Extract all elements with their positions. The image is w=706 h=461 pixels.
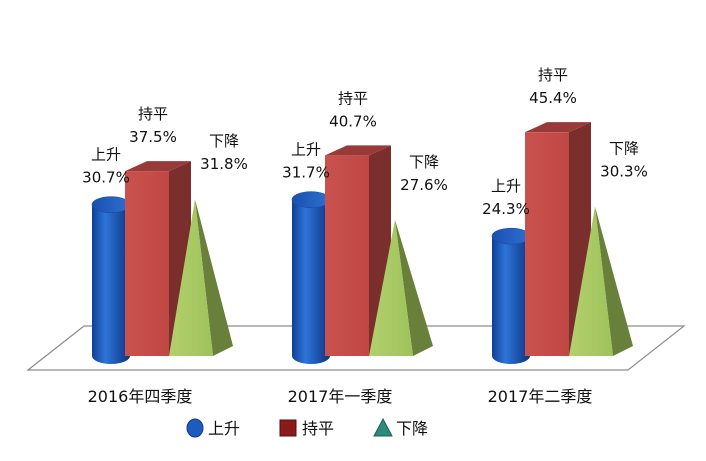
data-label-value-flat-2: 45.4% <box>529 89 577 107</box>
legend-item-flat: 持平 <box>279 419 334 438</box>
data-label-name-down-1: 下降 <box>409 153 439 171</box>
data-label-name-up-2: 上升 <box>491 177 521 195</box>
data-label-name-flat-2: 持平 <box>538 66 568 84</box>
data-label-name-down-2: 下降 <box>609 140 639 158</box>
bar-上升-0 <box>91 196 131 364</box>
data-label-name-down-0: 下降 <box>209 132 239 150</box>
data-label-name-up-1: 上升 <box>291 141 321 159</box>
bar-持平-2 <box>525 122 591 356</box>
bar-下降-0 <box>169 199 233 356</box>
data-label-value-flat-0: 37.5% <box>129 128 177 146</box>
category-label-0: 2016年四季度 <box>88 387 193 406</box>
data-label-name-flat-0: 持平 <box>138 105 168 123</box>
legend-item-down: 下降 <box>373 417 428 438</box>
data-label-value-flat-1: 40.7% <box>329 112 377 130</box>
data-label-value-up-2: 24.3% <box>482 200 530 218</box>
bar-下降-2 <box>569 206 633 356</box>
legend-symbol-up <box>186 418 204 438</box>
data-label-value-down-2: 30.3% <box>600 163 648 181</box>
legend-symbol-flat <box>279 419 297 437</box>
legend-label-up: 上升 <box>208 419 240 438</box>
category-label-1: 2017年一季度 <box>288 387 393 406</box>
bar-下降-1 <box>369 219 433 356</box>
legend-symbol-down <box>373 417 393 437</box>
bar-上升-1 <box>291 191 331 364</box>
data-label-value-down-0: 31.8% <box>200 155 248 173</box>
legend-label-down: 下降 <box>396 419 428 438</box>
data-label-value-up-1: 31.7% <box>282 164 330 182</box>
data-label-name-flat-1: 持平 <box>338 89 368 107</box>
legend-item-up: 上升 <box>186 418 240 438</box>
data-label-value-down-1: 27.6% <box>400 176 448 194</box>
data-label-name-up-0: 上升 <box>91 146 121 164</box>
data-label-value-up-0: 30.7% <box>82 169 130 187</box>
legend-label-flat: 持平 <box>302 419 334 438</box>
bar-上升-2 <box>491 227 531 364</box>
category-label-2: 2017年二季度 <box>488 387 593 406</box>
